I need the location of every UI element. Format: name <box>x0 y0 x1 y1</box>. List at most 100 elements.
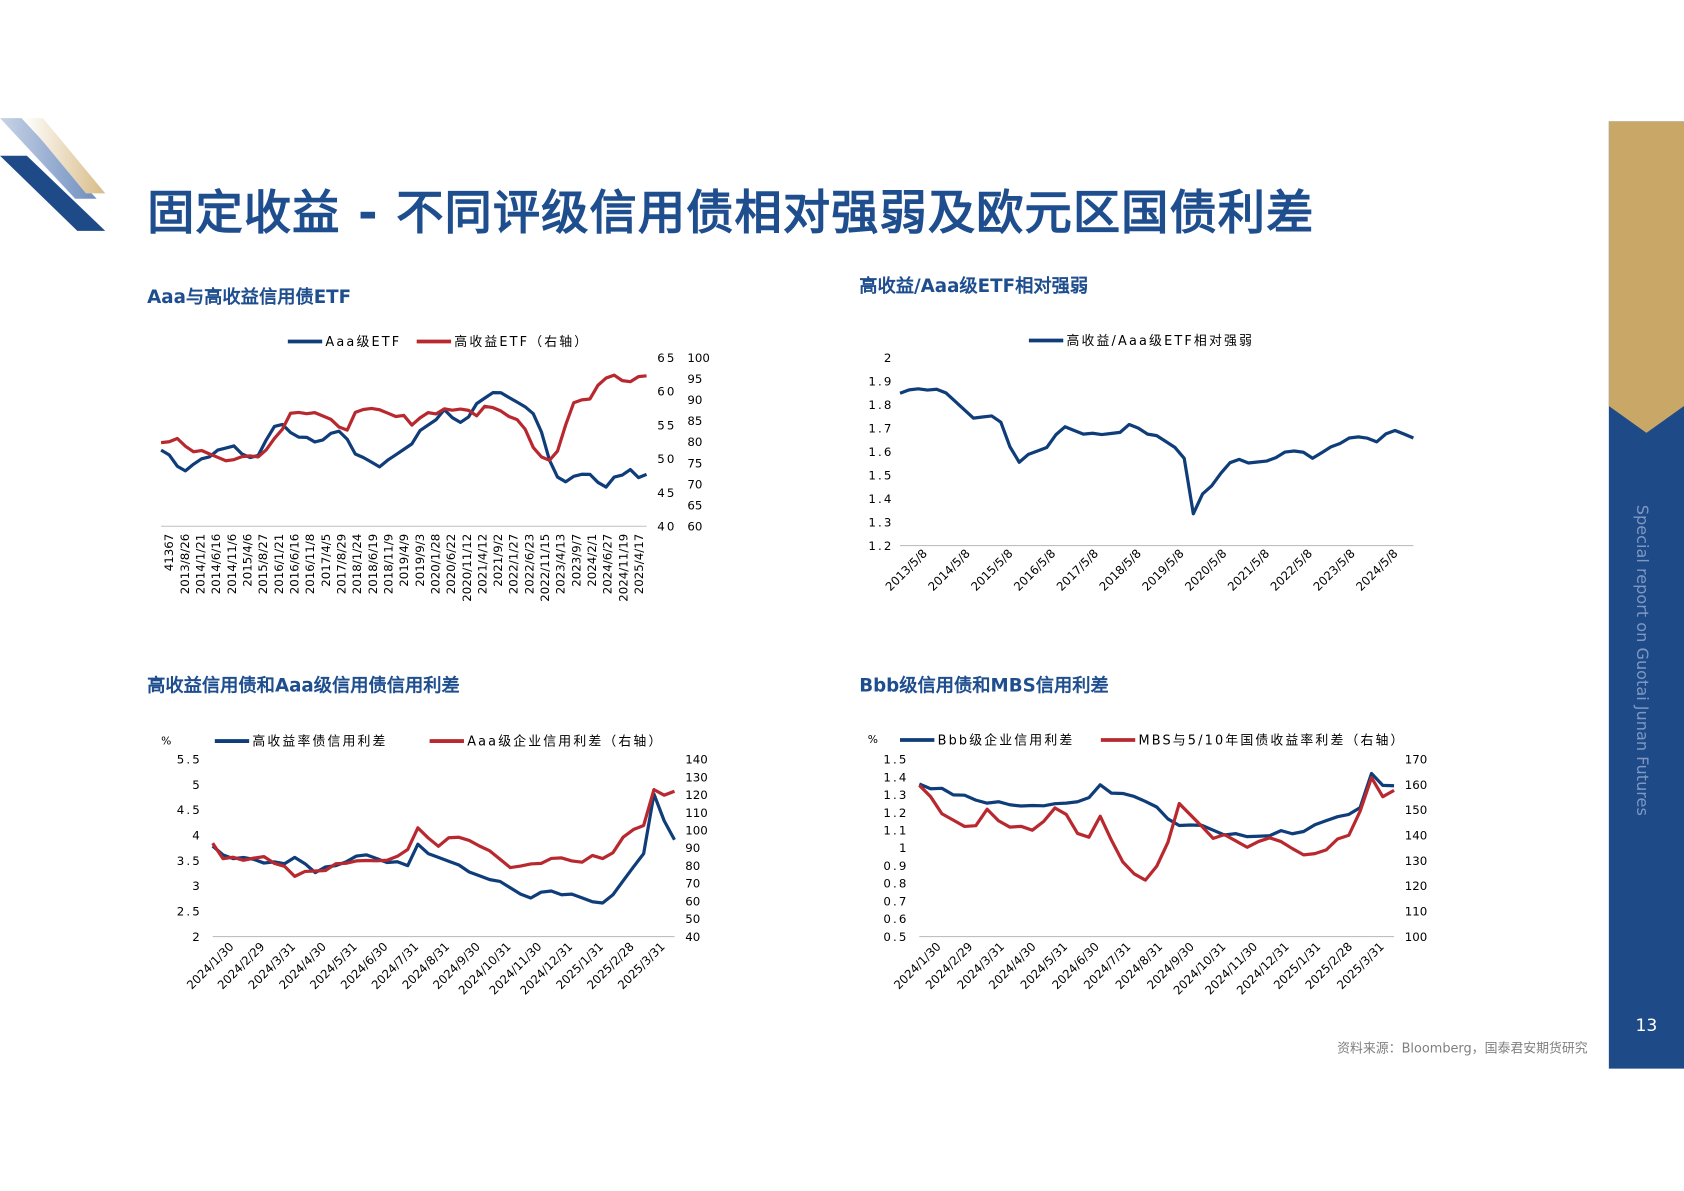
x-tick-c1: 2015/8/27 <box>256 534 270 595</box>
y-right-tick-c3: 110 <box>685 806 708 820</box>
y-left-tick-c3: 4 <box>192 829 202 843</box>
y-left-tick-c2: 1.8 <box>868 398 893 412</box>
y-right-tick-c1: 70 <box>687 477 702 491</box>
x-tick-c2: 2017/5/8 <box>1054 546 1101 593</box>
y-left-tick-c4: 1.1 <box>883 823 908 837</box>
x-tick-c1: 2024/11/19 <box>616 534 630 602</box>
series-line-c1-0 <box>160 391 648 489</box>
y-right-tick-c4: 140 <box>1405 829 1428 843</box>
series-line-c2-0 <box>899 387 1415 516</box>
y-right-tick-c4: 100 <box>1405 930 1428 944</box>
x-tick-c1: 2023/4/13 <box>554 534 568 595</box>
series-line-c4-0 <box>918 771 1395 839</box>
x-tick-c1: 41367 <box>162 534 176 572</box>
y-left-tick-c4: 0.9 <box>883 859 908 873</box>
chart-title-c3: 高收益信用债和Aaa级信用债信用利差 <box>147 675 460 698</box>
y-left-tick-c2: 1.7 <box>868 421 893 435</box>
x-tick-c1: 2025/4/17 <box>632 534 646 595</box>
y-left-tick-c2: 1.9 <box>868 374 893 388</box>
x-tick-c1: 2017/8/29 <box>334 534 348 595</box>
x-tick-c1: 2016/11/8 <box>303 534 317 595</box>
x-tick-c2: 2013/5/8 <box>883 546 930 593</box>
y-left-tick-c2: 1.6 <box>868 445 893 459</box>
x-tick-c2: 2016/5/8 <box>1011 546 1058 593</box>
x-tick-c1: 2022/1/27 <box>507 534 521 595</box>
y-left-tick-c2: 1.4 <box>868 492 893 506</box>
x-tick-c2: 2021/5/8 <box>1225 546 1272 593</box>
y-right-tick-c3: 40 <box>685 930 700 944</box>
y-left-tick-c4: 1.2 <box>883 806 908 820</box>
y-right-tick-c1: 65 <box>687 498 702 512</box>
y-right-tick-c1: 85 <box>687 414 702 428</box>
y-left-tick-c1: 65 <box>657 351 676 365</box>
x-tick-c1: 2023/9/7 <box>569 534 583 587</box>
legend-label-c1-0: Aaa级ETF <box>325 335 401 350</box>
x-tick-c2: 2018/5/8 <box>1097 546 1144 593</box>
legend-label-c3-1: Aaa级企业信用利差（右轴） <box>467 733 663 749</box>
x-tick-c1: 2016/1/21 <box>272 534 286 595</box>
series-line-c1-1 <box>160 373 647 463</box>
series-line-c3-0 <box>211 792 676 905</box>
y-left-tick-c3: 5.5 <box>177 753 202 767</box>
unit-label-c3: % <box>161 734 171 747</box>
x-tick-c1: 2018/6/19 <box>366 534 380 595</box>
y-right-tick-c3: 80 <box>685 859 700 873</box>
y-left-tick-c4: 1.5 <box>883 753 908 767</box>
y-right-tick-c4: 160 <box>1405 778 1428 792</box>
x-tick-c1: 2018/1/24 <box>350 534 364 595</box>
x-tick-c1: 2016/6/16 <box>288 534 302 595</box>
y-left-tick-c4: 1 <box>899 841 909 855</box>
y-left-tick-c2: 1.3 <box>868 515 893 529</box>
y-right-tick-c4: 120 <box>1405 879 1428 893</box>
y-left-tick-c1: 55 <box>657 418 676 432</box>
y-right-tick-c1: 60 <box>687 520 702 534</box>
x-tick-c1: 2022/6/23 <box>522 534 536 595</box>
x-tick-c1: 2014/1/21 <box>194 534 208 595</box>
y-left-tick-c1: 45 <box>657 486 676 500</box>
y-left-tick-c4: 0.7 <box>883 894 908 908</box>
y-left-tick-c1: 40 <box>657 520 676 534</box>
legend-label-c2-0: 高收益/Aaa级ETF相对强弱 <box>1066 333 1254 349</box>
y-right-tick-c3: 100 <box>685 823 708 837</box>
y-left-tick-c1: 60 <box>657 385 676 399</box>
y-left-tick-c3: 3 <box>192 879 202 893</box>
sidebar-band <box>1608 121 1684 1069</box>
x-tick-c1: 2013/8/26 <box>178 534 192 595</box>
y-right-tick-c3: 60 <box>685 894 700 908</box>
y-right-tick-c4: 170 <box>1405 753 1428 767</box>
x-tick-c1: 2024/6/27 <box>601 534 615 595</box>
x-tick-c1: 2019/4/9 <box>397 534 411 587</box>
x-tick-c2: 2024/5/8 <box>1353 546 1400 593</box>
x-tick-c2: 2015/5/8 <box>968 546 1015 593</box>
y-left-tick-c4: 0.6 <box>883 912 908 926</box>
y-right-tick-c3: 90 <box>685 841 700 855</box>
page-number: 13 <box>1635 1014 1658 1036</box>
x-tick-c2: 2022/5/8 <box>1268 546 1315 593</box>
y-left-tick-c4: 0.5 <box>883 930 908 944</box>
y-right-tick-c1: 80 <box>687 435 702 449</box>
y-right-tick-c1: 100 <box>687 351 710 365</box>
y-right-tick-c3: 70 <box>685 877 700 891</box>
x-tick-c1: 2014/6/16 <box>209 534 223 595</box>
y-left-tick-c3: 5 <box>192 778 202 792</box>
x-tick-c1: 2021/9/2 <box>491 534 505 587</box>
y-left-tick-c1: 50 <box>657 452 676 466</box>
y-left-tick-c2: 1.5 <box>868 468 893 482</box>
corner-decoration <box>0 118 106 231</box>
y-right-tick-c4: 130 <box>1405 854 1428 868</box>
unit-label-c4: % <box>868 733 878 746</box>
y-right-tick-c1: 95 <box>687 372 702 386</box>
y-right-tick-c3: 140 <box>685 753 708 767</box>
y-right-tick-c1: 75 <box>687 456 702 470</box>
series-line-c4-1 <box>918 776 1395 882</box>
y-left-tick-c2: 2 <box>884 351 894 365</box>
x-tick-c2: 2019/5/8 <box>1139 546 1186 593</box>
y-right-tick-c3: 120 <box>685 788 708 802</box>
y-left-tick-c3: 3.5 <box>177 854 202 868</box>
series-line-c3-1 <box>211 787 676 878</box>
x-tick-c1: 2020/1/28 <box>428 534 442 595</box>
sidebar-gold-chevron <box>1608 121 1684 433</box>
y-left-tick-c3: 2.5 <box>177 905 202 919</box>
